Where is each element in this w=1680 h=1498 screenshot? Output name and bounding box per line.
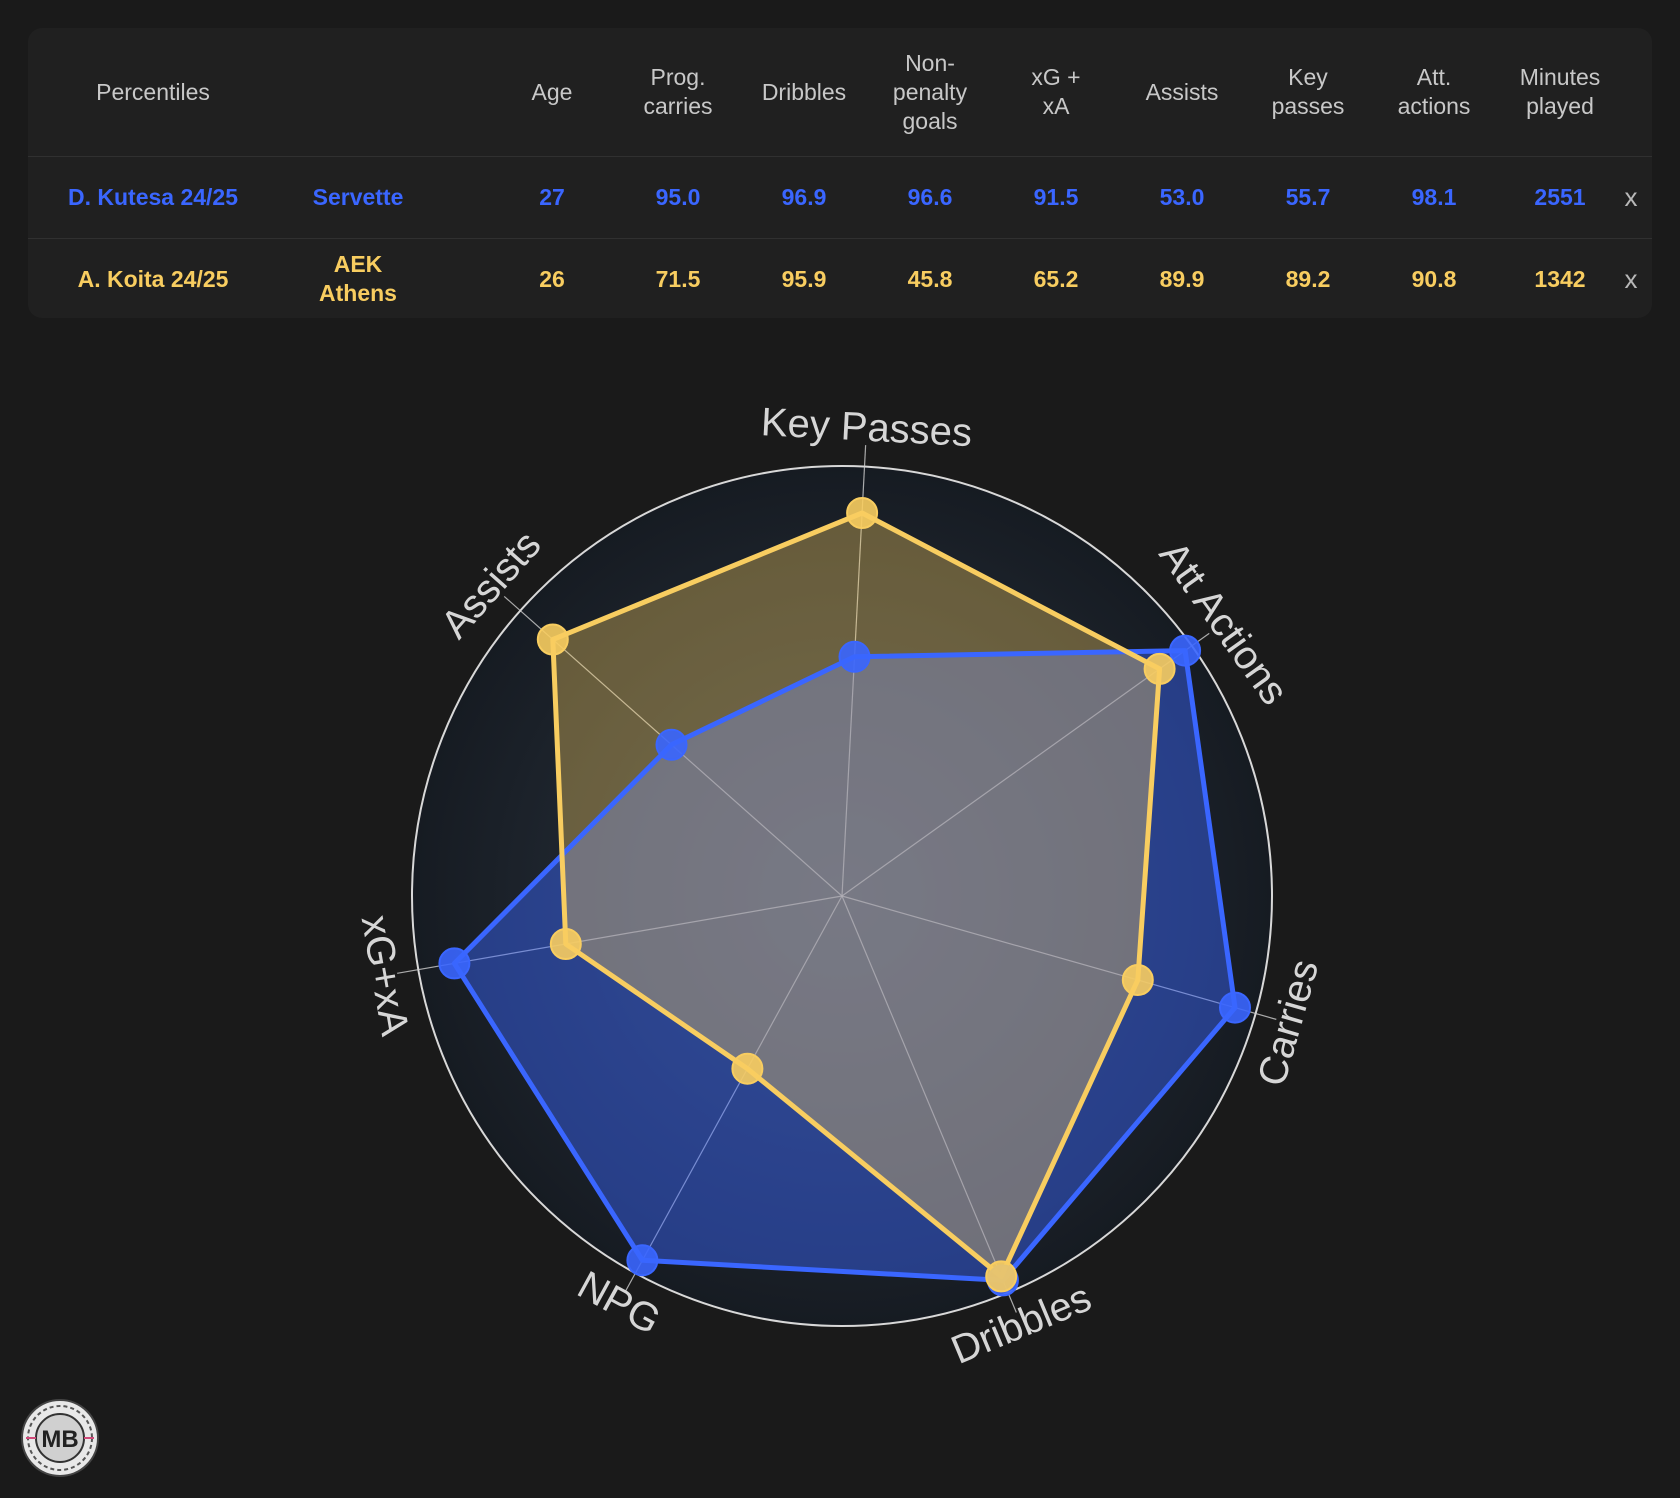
- player-name[interactable]: D. Kutesa 24/25: [67, 183, 239, 210]
- table-row: D. Kutesa 24/25 Servette 27 95.0 96.9 96…: [28, 156, 1652, 239]
- axis-label: Key Passes: [760, 400, 973, 455]
- series-area: [454, 650, 1235, 1281]
- data-point[interactable]: [1169, 634, 1202, 667]
- att-actions-value: 98.1: [1411, 183, 1457, 210]
- header-age[interactable]: Age: [531, 78, 573, 105]
- header-minutes[interactable]: Minutes played: [1519, 64, 1601, 119]
- minutes-value: 1342: [1534, 265, 1586, 292]
- axis-label: xG+xA: [353, 912, 417, 1039]
- age-value: 27: [539, 183, 565, 210]
- table-row: A. Koita 24/25 AEK Athens 26 71.5 95.9 4…: [28, 239, 1652, 319]
- data-point[interactable]: [731, 1052, 764, 1085]
- team-name: AEK Athens: [319, 251, 397, 306]
- header-assists[interactable]: Assists: [1145, 78, 1219, 105]
- header-percentiles: Percentiles: [96, 78, 210, 105]
- data-point[interactable]: [846, 497, 879, 529]
- xg-xa-value: 91.5: [1033, 183, 1079, 210]
- radar-outer-ring: [411, 465, 1273, 1327]
- att-actions-value: 90.8: [1411, 265, 1457, 292]
- npg-value: 45.8: [907, 265, 953, 292]
- logo-text: MB: [41, 1426, 78, 1453]
- header-key-passes[interactable]: Key passes: [1271, 64, 1345, 119]
- team-name: Servette: [312, 183, 404, 210]
- assists-value: 53.0: [1159, 183, 1205, 210]
- comparison-table: Percentiles Age Prog. carries Dribbles N…: [28, 28, 1652, 318]
- dribbles-value: 96.9: [781, 183, 827, 210]
- header-npg[interactable]: Non- penalty goals: [892, 49, 968, 134]
- mb-logo: MB: [21, 1399, 99, 1477]
- header-att-actions[interactable]: Att. actions: [1397, 64, 1471, 119]
- data-point[interactable]: [626, 1244, 659, 1277]
- table-header-row: Percentiles Age Prog. carries Dribbles N…: [28, 28, 1652, 157]
- age-value: 26: [539, 265, 565, 292]
- xg-xa-value: 65.2: [1033, 265, 1079, 292]
- radar-spoke: [841, 895, 1017, 1313]
- series-line: [550, 510, 1163, 1279]
- header-prog-carries[interactable]: Prog. carries: [643, 64, 713, 119]
- radar-spoke: [841, 895, 1277, 1020]
- data-point[interactable]: [438, 947, 471, 980]
- header-team: [278, 28, 438, 156]
- header-dribbles[interactable]: Dribbles: [761, 78, 847, 105]
- player-name[interactable]: A. Koita 24/25: [77, 265, 229, 292]
- npg-value: 96.6: [907, 183, 953, 210]
- assists-value: 89.9: [1159, 265, 1205, 292]
- series-line: [451, 648, 1238, 1283]
- data-point[interactable]: [838, 640, 871, 673]
- prog-carries-value: 71.5: [655, 265, 701, 292]
- remove-player-button[interactable]: x: [1624, 263, 1638, 294]
- data-point[interactable]: [1143, 652, 1176, 685]
- data-point[interactable]: [655, 728, 688, 761]
- key-passes-value: 89.2: [1285, 265, 1331, 292]
- radar-spoke: [397, 895, 843, 974]
- key-passes-value: 55.7: [1285, 183, 1331, 210]
- prog-carries-value: 95.0: [655, 183, 701, 210]
- minutes-value: 2551: [1534, 183, 1586, 210]
- header-xg-xa[interactable]: xG + xA: [1031, 64, 1081, 119]
- data-point[interactable]: [1121, 964, 1154, 996]
- data-point[interactable]: [1219, 991, 1251, 1024]
- data-point[interactable]: [536, 623, 569, 656]
- dribbles-value: 95.9: [781, 265, 827, 292]
- data-point[interactable]: [549, 928, 582, 960]
- remove-player-button[interactable]: x: [1624, 181, 1638, 212]
- radar-spoke: [624, 895, 843, 1293]
- series-area: [552, 513, 1160, 1277]
- data-point[interactable]: [985, 1260, 1018, 1293]
